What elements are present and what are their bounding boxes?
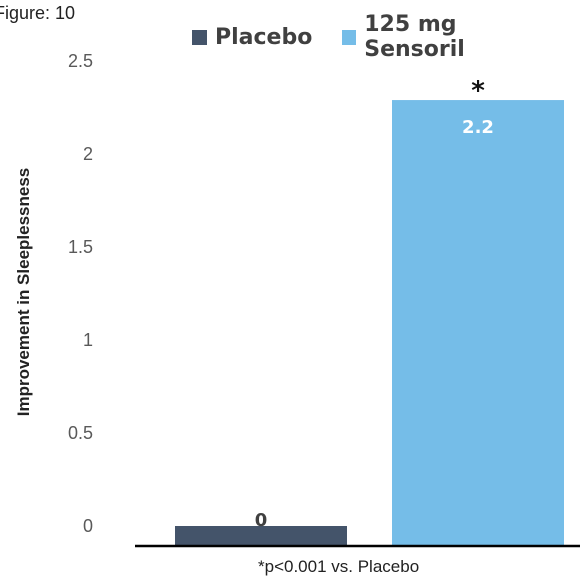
legend-item-sensoril: 125 mg Sensoril (342, 12, 550, 62)
y-tick-label: 2 (83, 144, 93, 164)
y-tick-label: 2.5 (68, 51, 93, 71)
chart-legend: Placebo 125 mg Sensoril (192, 12, 580, 62)
significance-marker: * (471, 76, 485, 106)
bar-placebo (175, 526, 347, 546)
footnote: *p<0.001 vs. Placebo (258, 557, 420, 576)
bars: 0 2.2 * (175, 76, 564, 546)
bar-data-label: 2.2 (462, 117, 494, 138)
y-tick-label: 1.5 (68, 237, 93, 257)
y-tick-label: 1 (83, 330, 93, 350)
bar-data-label: 0 (255, 510, 268, 531)
legend-swatch-placebo (192, 29, 207, 45)
legend-label-placebo: Placebo (215, 24, 313, 50)
y-axis-ticks: 0 0.5 1 1.5 2 2.5 (68, 51, 93, 536)
bar-sensoril (392, 100, 564, 546)
y-tick-label: 0.5 (68, 423, 93, 443)
y-axis-label: Improvement in Sleeplessness (14, 168, 33, 417)
legend-label-sensoril: 125 mg Sensoril (364, 12, 465, 62)
figure-label: Figure: 10 (0, 3, 76, 23)
legend-item-placebo: Placebo (192, 25, 312, 50)
legend-swatch-sensoril (342, 29, 357, 45)
y-tick-label: 0 (83, 516, 93, 536)
